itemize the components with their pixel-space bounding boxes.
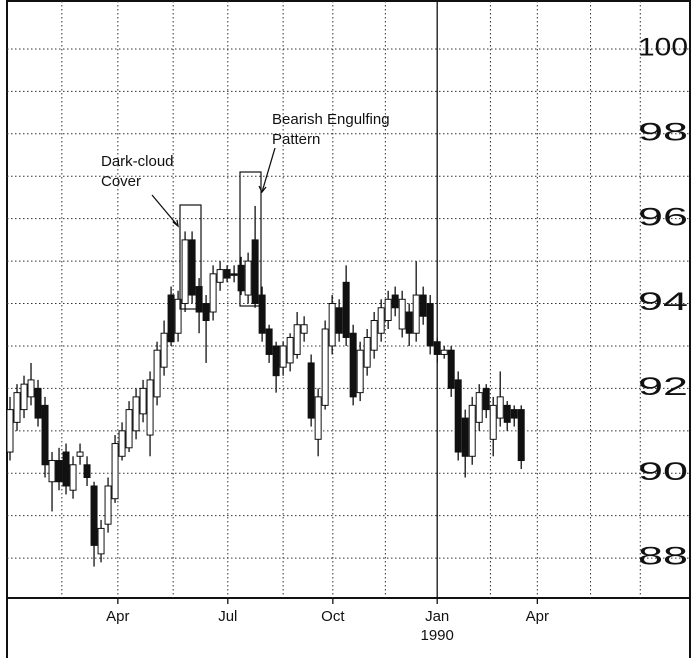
- candle-body: [188, 239, 196, 296]
- candle-body: [111, 443, 119, 500]
- candle-body: [55, 460, 63, 483]
- annotation: Bearish Engulfing: [272, 111, 390, 128]
- candle-body: [293, 324, 301, 355]
- arrow: [258, 147, 276, 194]
- candle-body: [475, 392, 483, 423]
- candle-body: [391, 294, 399, 309]
- candle-body: [230, 273, 238, 276]
- candle-body: [6, 409, 14, 453]
- y-tick-label: 92: [638, 373, 688, 401]
- candle-body: [321, 328, 329, 406]
- candle-body: [181, 239, 189, 305]
- candle-body: [20, 383, 28, 411]
- candle-body: [118, 430, 126, 457]
- candle-body: [335, 307, 343, 334]
- candle-body: [69, 464, 77, 491]
- y-tick-label: 90: [638, 458, 688, 486]
- candle-body: [251, 239, 259, 305]
- candle-body: [328, 303, 336, 347]
- candle-body: [314, 396, 322, 440]
- candle-body: [510, 409, 518, 419]
- x-tick-label: Apr: [106, 608, 129, 625]
- candle-body: [76, 451, 84, 457]
- candle-body: [153, 349, 161, 398]
- candle-body: [405, 311, 413, 334]
- y-tick-label: 94: [638, 288, 688, 316]
- candle-body: [160, 332, 168, 368]
- candle-body: [258, 294, 266, 334]
- candle-body: [454, 379, 462, 453]
- candle-body: [167, 294, 175, 343]
- candle-body: [468, 404, 476, 457]
- y-tick-label: 88: [638, 543, 688, 571]
- candle-body: [209, 273, 217, 313]
- candle-body: [363, 336, 371, 368]
- pattern-box: [179, 204, 202, 310]
- candle-body: [41, 404, 49, 466]
- candle-body: [300, 324, 308, 334]
- candle-body: [13, 392, 21, 423]
- candle-body: [279, 345, 287, 368]
- candle-body: [370, 320, 378, 351]
- candle-body: [125, 409, 133, 449]
- candle-body: [307, 362, 315, 419]
- x-tick-label: Jan: [425, 608, 449, 625]
- candle-body: [517, 409, 525, 462]
- pattern-box: [239, 171, 262, 307]
- x-tick-label: Oct: [321, 608, 345, 625]
- candle-body: [489, 404, 497, 440]
- candle-body: [244, 260, 252, 296]
- candle-body: [440, 349, 448, 355]
- candle-body: [356, 349, 364, 394]
- candle-body: [62, 451, 70, 487]
- candle-body: [419, 294, 427, 317]
- x-year-label: 1990: [421, 627, 454, 644]
- candle-body: [139, 387, 147, 415]
- candle-body: [104, 485, 112, 525]
- y-tick-label: 100: [638, 34, 688, 62]
- candle-body: [146, 379, 154, 436]
- candle-body: [349, 332, 357, 398]
- y-tick-label: 98: [638, 118, 688, 146]
- candle-body: [461, 417, 469, 457]
- candle-body: [384, 298, 392, 322]
- candle-body: [202, 303, 210, 322]
- candle-body: [433, 341, 441, 355]
- plot-frame: [6, 0, 691, 599]
- candle-body: [90, 485, 98, 546]
- candle-body: [83, 464, 91, 478]
- candle-body: [286, 336, 294, 364]
- annotation: Cover: [101, 173, 141, 190]
- candle-body: [398, 298, 406, 330]
- candle-body: [237, 264, 245, 292]
- candle-body: [482, 387, 490, 411]
- y-tick-label: 96: [638, 203, 688, 231]
- candle-body: [447, 349, 455, 389]
- candle-body: [34, 387, 42, 419]
- x-tick-label: Apr: [526, 608, 549, 625]
- x-tick-label: Jul: [218, 608, 237, 625]
- candle-body: [377, 307, 385, 334]
- annotation: Dark-cloud: [101, 153, 174, 170]
- candle-body: [195, 286, 203, 313]
- candle-body: [412, 294, 420, 334]
- candle-body: [132, 396, 140, 432]
- candle-body: [272, 345, 280, 377]
- candle-body: [97, 527, 105, 555]
- candle-body: [342, 281, 350, 338]
- candle-body: [27, 379, 35, 398]
- annotation: Pattern: [272, 131, 320, 148]
- candle-body: [426, 303, 434, 347]
- arrow: [151, 194, 179, 228]
- candle-body: [503, 404, 511, 423]
- candle-body: [265, 328, 273, 355]
- candle-body: [174, 298, 182, 334]
- candle-body: [496, 396, 504, 419]
- candle-body: [48, 460, 56, 483]
- candles: [6, 205, 525, 567]
- candle-body: [216, 269, 224, 283]
- candle-body: [223, 269, 231, 279]
